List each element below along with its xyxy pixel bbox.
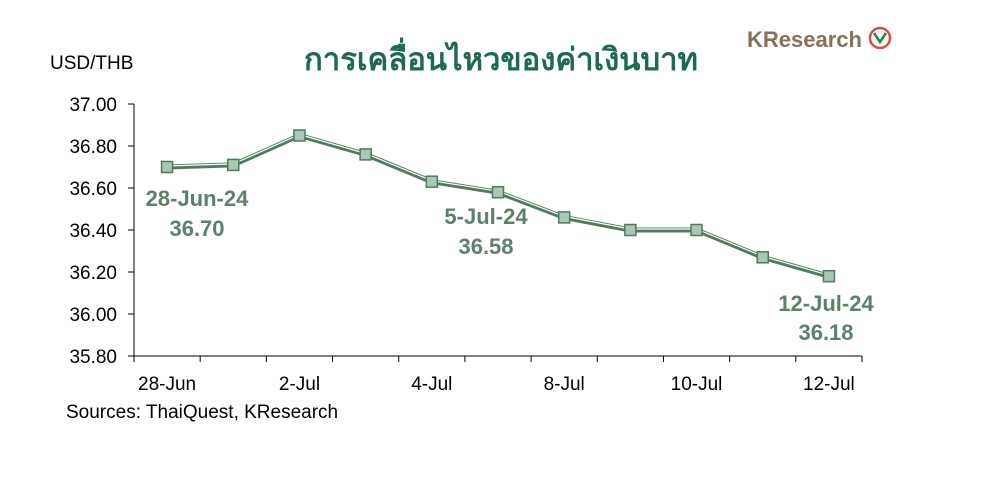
- annotation-value: 36.18: [798, 320, 853, 345]
- data-point: [293, 129, 306, 142]
- annotation-5-jul: 5-Jul-24 36.58: [444, 204, 528, 259]
- y-ticks: 35.80 36.00 36.20 36.40 36.60 36.80 37.00: [69, 95, 134, 368]
- x-tick-label: 4-Jul: [411, 374, 452, 395]
- annotation-28-jun: 28-Jun-24 36.70: [146, 186, 249, 241]
- annotation-value: 36.58: [458, 234, 513, 259]
- data-point: [491, 185, 505, 199]
- kbank-logo-icon: [868, 26, 892, 50]
- data-point: [359, 148, 372, 161]
- y-tick-label: 37.00: [69, 95, 117, 116]
- data-point: [227, 158, 240, 172]
- data-point: [160, 160, 174, 174]
- y-tick-label: 36.60: [69, 179, 117, 200]
- data-point: [557, 211, 571, 224]
- x-tick-label: 8-Jul: [544, 374, 585, 395]
- data-point: [822, 269, 836, 283]
- y-tick-label: 35.80: [69, 347, 117, 368]
- annotation-12-jul: 12-Jul-24 36.18: [778, 291, 874, 345]
- source-note: Sources: ThaiQuest, KResearch: [66, 402, 338, 423]
- annotation-date: 28-Jun-24: [146, 186, 249, 211]
- y-axis-title: USD/THB: [50, 53, 133, 74]
- brand-logo: KResearch: [747, 26, 892, 52]
- data-point: [690, 223, 703, 237]
- x-tick-label: 10-Jul: [671, 374, 723, 395]
- series-usd-thb: [160, 129, 836, 283]
- y-tick-label: 36.80: [69, 137, 117, 158]
- x-tick-label: 28-Jun: [138, 374, 196, 395]
- annotation-value: 36.70: [169, 216, 224, 241]
- chart-title: การเคลื่อนไหวของค่าเงินบาท: [304, 37, 698, 78]
- y-tick-label: 36.40: [69, 221, 117, 242]
- data-point: [425, 175, 439, 188]
- data-point: [756, 251, 769, 264]
- annotation-date: 12-Jul-24: [778, 291, 874, 316]
- x-tick-label: 2-Jul: [279, 374, 320, 395]
- y-tick-label: 36.00: [69, 305, 117, 326]
- brand-text: KResearch: [747, 27, 862, 52]
- y-tick-label: 36.20: [69, 263, 117, 284]
- annotation-date: 5-Jul-24: [444, 204, 528, 229]
- data-point: [624, 223, 637, 237]
- x-ticks: 28-Jun 2-Jul 4-Jul 8-Jul 10-Jul 12-Jul: [133, 356, 863, 395]
- x-tick-label: 12-Jul: [803, 374, 855, 395]
